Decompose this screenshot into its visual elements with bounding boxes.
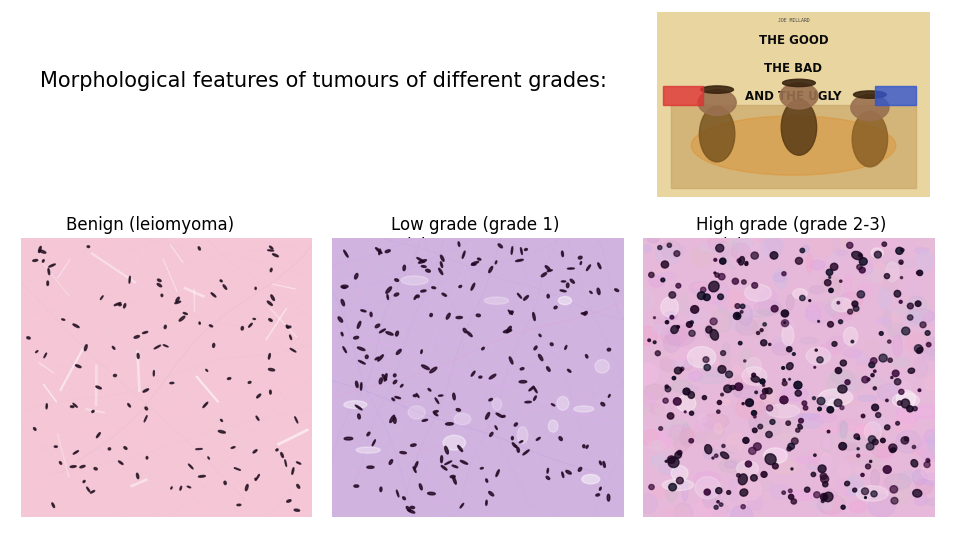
Text: Morphological features of tumours of different grades:: Morphological features of tumours of dif… xyxy=(39,71,607,91)
Text: Benign (leiomyoma): Benign (leiomyoma) xyxy=(65,217,234,234)
Text: High grade (grade 2-3)
leiomyosarcoma: High grade (grade 2-3) leiomyosarcoma xyxy=(696,217,886,255)
Text: Low grade (grade 1)
leiomyosarcoma: Low grade (grade 1) leiomyosarcoma xyxy=(391,217,560,255)
